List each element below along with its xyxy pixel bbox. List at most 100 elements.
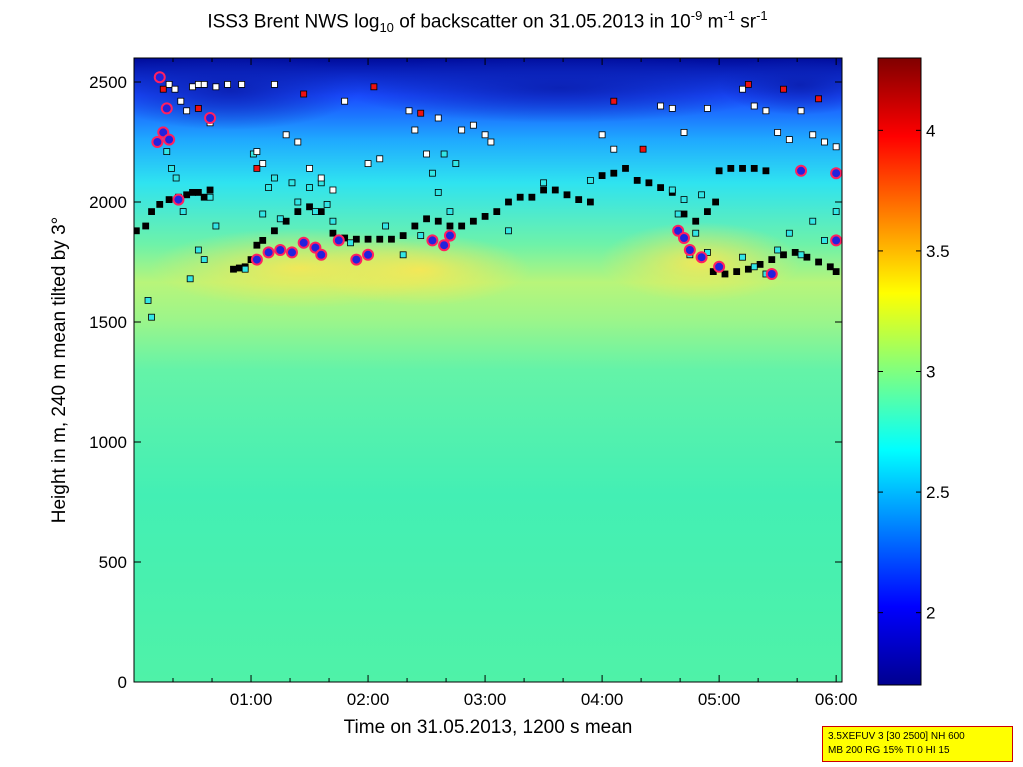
- y-tick-label: 2000: [89, 193, 127, 212]
- detection-marker: [317, 174, 325, 182]
- cloud-base-marker: [172, 193, 185, 206]
- colorbar-axis: 2 2.5 3 3.5 4: [878, 121, 950, 623]
- detection-marker: [282, 131, 290, 139]
- detection-marker: [411, 126, 419, 134]
- detection-marker: [271, 174, 278, 182]
- cloud-base-marker: [443, 229, 456, 242]
- detection-marker: [253, 241, 261, 249]
- cloud-base-marker: [151, 136, 164, 148]
- detection-marker: [194, 188, 202, 196]
- detection-marker: [610, 97, 618, 105]
- detection-marker: [744, 81, 752, 88]
- detection-marker: [399, 232, 407, 240]
- detection-marker: [832, 208, 840, 216]
- cloud-base-marker: [830, 234, 842, 247]
- detection-marker: [540, 179, 547, 187]
- y-tick-label: 1000: [89, 433, 127, 452]
- detection-marker: [785, 136, 793, 144]
- plot-frame: [133, 57, 843, 683]
- detection-marker: [306, 203, 313, 211]
- cloud-base-marker: [250, 253, 263, 266]
- cloud-base-marker: [297, 236, 310, 249]
- detection-marker: [832, 268, 840, 276]
- x-tick-label: 06:00: [815, 690, 858, 709]
- detection-marker: [165, 81, 173, 88]
- detection-marker: [487, 138, 495, 146]
- detection-marker: [774, 128, 782, 136]
- backscatter-field: [134, 58, 842, 682]
- detection-marker: [294, 198, 302, 206]
- detection-marker: [265, 184, 272, 192]
- detection-marker: [469, 217, 477, 225]
- detection-marker: [821, 236, 828, 244]
- detection-marker: [294, 138, 302, 146]
- detection-marker: [797, 107, 805, 115]
- detection-marker: [563, 191, 571, 199]
- detection-marker: [429, 169, 436, 177]
- detection-marker: [411, 222, 419, 230]
- detection-marker: [774, 246, 782, 254]
- detection-marker: [194, 81, 202, 88]
- detection-marker: [575, 196, 583, 204]
- detection-marker: [288, 179, 296, 187]
- detection-marker: [505, 227, 512, 235]
- detection-marker: [347, 239, 354, 247]
- cloud-base-marker: [362, 248, 375, 261]
- detection-marker: [551, 186, 559, 194]
- detection-marker: [230, 265, 237, 273]
- cloud-base-marker: [683, 244, 696, 256]
- detection-marker: [639, 145, 647, 153]
- x-axis: 01:00 02:00 03:00 04:00 05:00 06:00: [172, 58, 858, 709]
- detection-marker: [306, 184, 313, 192]
- detection-marker: [329, 186, 337, 194]
- colorbar-tick-label: 4: [926, 121, 935, 140]
- detection-marker: [259, 160, 267, 168]
- detection-marker: [680, 210, 688, 218]
- cloud-base-marker: [262, 246, 275, 259]
- detection-marker: [259, 210, 267, 218]
- detection-marker: [680, 196, 688, 204]
- detection-marker: [528, 193, 536, 201]
- cloud-base-marker: [274, 244, 287, 256]
- detection-marker: [417, 232, 425, 240]
- cloud-base-marker: [332, 234, 345, 247]
- x-tick-label: 01:00: [230, 690, 273, 709]
- detection-marker: [311, 208, 319, 216]
- detection-marker: [382, 222, 390, 230]
- detection-marker: [516, 193, 524, 201]
- detection-marker: [481, 212, 489, 220]
- y-tick-label: 0: [118, 673, 127, 692]
- detection-marker: [370, 83, 378, 91]
- cloud-base-marker: [160, 102, 173, 115]
- detection-marker: [540, 186, 547, 194]
- detection-marker: [469, 121, 477, 129]
- detection-marker: [364, 235, 372, 243]
- detection-marker: [376, 235, 384, 243]
- detection-marker: [704, 105, 711, 112]
- detection-marker: [276, 215, 284, 223]
- detection-marker: [821, 138, 828, 146]
- detection-marker: [586, 176, 594, 184]
- cloud-base-marker: [678, 232, 691, 244]
- detection-marker: [721, 270, 729, 278]
- detection-marker: [780, 251, 787, 259]
- colorbar-tick-label: 2.5: [926, 483, 950, 502]
- detection-marker: [172, 174, 180, 182]
- detection-marker: [797, 251, 805, 259]
- detection-marker: [144, 296, 152, 304]
- detection-marker: [271, 227, 278, 235]
- detection-marker: [505, 198, 512, 206]
- detection-marker: [493, 208, 501, 216]
- colorbar-tick-label: 2: [926, 604, 935, 623]
- detection-marker: [259, 236, 267, 244]
- x-tick-label: 04:00: [581, 690, 624, 709]
- detection-marker: [329, 217, 337, 225]
- detection-marker: [739, 253, 746, 261]
- detection-marker: [423, 215, 430, 223]
- cloud-base-marker: [830, 167, 842, 180]
- detection-marker: [668, 186, 676, 194]
- detection-marker: [235, 264, 243, 272]
- detection-marker: [668, 105, 676, 112]
- cloud-base-marker: [315, 248, 328, 261]
- colorbar-tick-label: 3.5: [926, 242, 950, 261]
